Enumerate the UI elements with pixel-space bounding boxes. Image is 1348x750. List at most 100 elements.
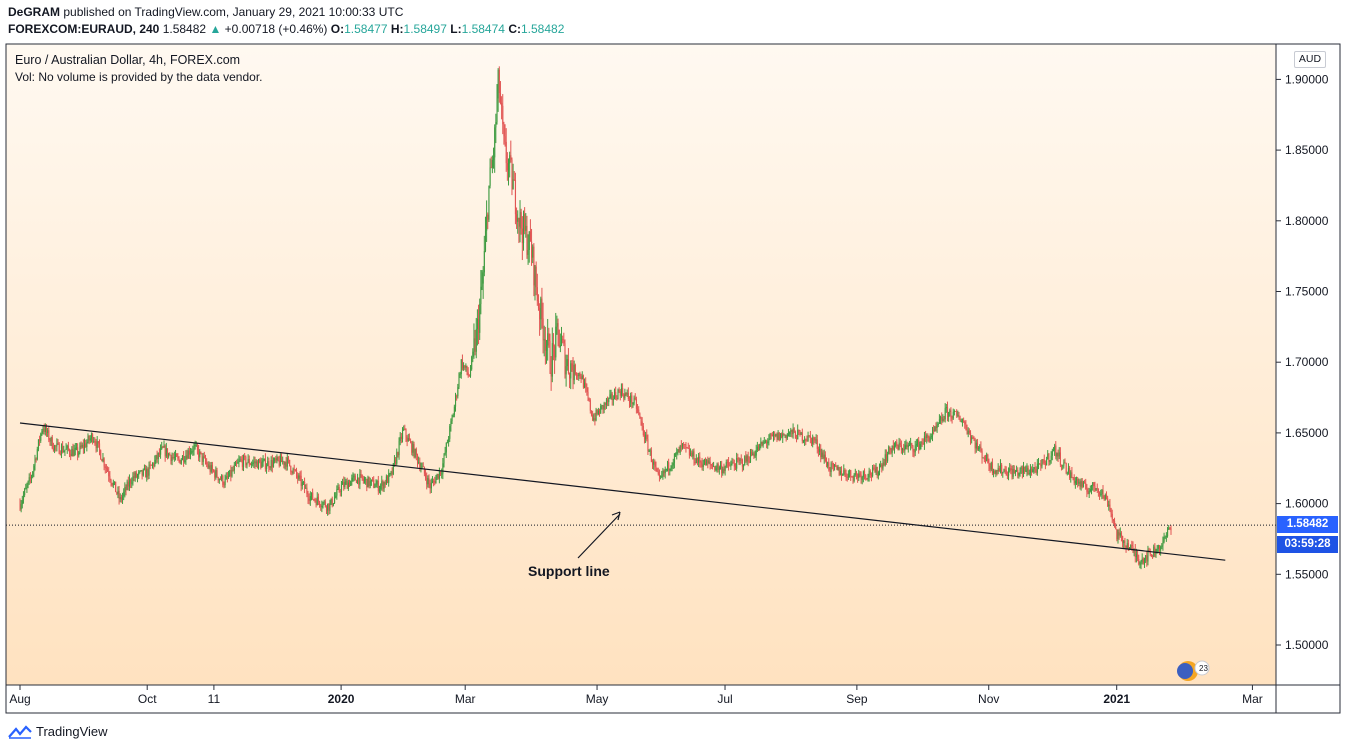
candle-body: [252, 462, 254, 465]
candle-body: [840, 470, 843, 476]
candle-body: [412, 444, 414, 453]
candle-body: [793, 428, 795, 433]
candle-body: [673, 453, 676, 463]
candle-body: [1103, 496, 1105, 500]
candle-body: [502, 105, 504, 125]
candle-body: [880, 464, 882, 467]
candle-body: [45, 426, 48, 433]
candle-body: [876, 466, 878, 476]
candle-body: [1020, 467, 1022, 469]
candle-body: [423, 466, 426, 474]
candle-body: [873, 467, 875, 469]
candle-body: [190, 452, 192, 455]
candle-body: [806, 440, 808, 442]
price-axis[interactable]: 1.50000 1.55000 1.60000 1.65000 1.70000 1.750…: [1276, 72, 1329, 652]
support-line-layer[interactable]: [19, 422, 1226, 561]
candle-body: [743, 465, 745, 467]
candle-body: [1026, 467, 1028, 471]
candle-body: [558, 329, 560, 347]
candle-body: [221, 475, 223, 480]
candle-body: [272, 461, 275, 467]
candle-body: [792, 428, 794, 435]
change-arrow-icon: ▲: [209, 22, 222, 36]
candle-body: [39, 439, 41, 441]
candle-body: [695, 458, 697, 463]
support-line[interactable]: [19, 422, 1226, 561]
candle-body: [679, 445, 681, 453]
currency-button[interactable]: AUD: [1294, 51, 1326, 68]
footer-brand[interactable]: TradingView: [8, 724, 108, 739]
annotation-arrow[interactable]: [577, 513, 621, 559]
support-line-annotation[interactable]: Support line: [528, 563, 610, 579]
candle-body: [527, 250, 529, 255]
candle-body: [993, 471, 995, 473]
candle-body: [313, 499, 315, 501]
candle-body: [138, 471, 140, 476]
candle-body: [784, 434, 786, 436]
candle-body: [724, 466, 726, 471]
candle-body: [1108, 504, 1110, 507]
candle-body: [393, 459, 396, 464]
candle-body: [839, 470, 841, 475]
candle-body: [600, 406, 602, 414]
candle-body: [785, 434, 787, 439]
candle-body: [634, 397, 636, 400]
candle-body: [1062, 465, 1064, 467]
events-badge-icon[interactable]: 23: [1174, 658, 1214, 682]
candle-body: [595, 409, 597, 421]
candle-body: [769, 434, 771, 440]
candle-body: [24, 489, 26, 496]
candle-body: [846, 477, 848, 479]
candle-body: [973, 438, 975, 441]
candle-body: [782, 434, 784, 438]
candle-body: [897, 445, 899, 450]
candle-body: [169, 453, 171, 456]
candle-body: [1014, 471, 1017, 473]
candle-body: [437, 474, 439, 479]
candle-body: [1141, 558, 1143, 562]
candle-body: [892, 445, 894, 450]
candle-body: [434, 480, 436, 484]
candle-body: [403, 428, 405, 430]
candle-body: [316, 496, 318, 506]
x-tick-label: Nov: [978, 692, 999, 706]
candle-body: [912, 445, 914, 452]
candle-body: [363, 479, 366, 481]
candle-body: [1139, 563, 1141, 565]
candle-body: [244, 456, 246, 457]
candle-body: [131, 482, 133, 484]
candle-body: [899, 442, 901, 445]
candle-body: [664, 469, 666, 474]
candle-body: [570, 363, 572, 379]
candle-body: [489, 167, 491, 186]
candle-body: [93, 441, 95, 442]
candle-body: [382, 481, 384, 489]
y-tick-label: 1.60000: [1285, 497, 1329, 511]
candle-body: [802, 441, 805, 442]
candle-body: [604, 403, 606, 405]
candle-body: [991, 462, 994, 473]
candle-body: [269, 467, 271, 469]
candle-body: [198, 449, 200, 458]
candle-body: [616, 397, 618, 400]
candle-body: [938, 419, 941, 424]
candle-body: [1056, 453, 1058, 457]
candle-body: [855, 473, 858, 475]
candle-body: [1058, 452, 1060, 457]
ohlc-bar: FOREXCOM:EURAUD, 240 1.58482 ▲ +0.00718 …: [8, 22, 564, 36]
last-price-label: 1.58482: [1277, 516, 1338, 534]
candle-body: [146, 469, 148, 478]
candle-body: [495, 122, 497, 128]
time-axis[interactable]: Aug Oct 11 2020 Mar May Jul Sep Nov 2021 Mar: [9, 685, 1263, 706]
candle-body: [358, 477, 360, 485]
candle-body: [237, 462, 239, 464]
candle-body: [105, 467, 108, 469]
candle-body: [816, 439, 818, 449]
candle-body: [561, 338, 563, 346]
candle-body: [264, 458, 267, 469]
candle-body: [874, 468, 876, 473]
candle-body: [95, 443, 97, 448]
candle-body: [184, 460, 186, 462]
candle-body: [162, 446, 164, 448]
